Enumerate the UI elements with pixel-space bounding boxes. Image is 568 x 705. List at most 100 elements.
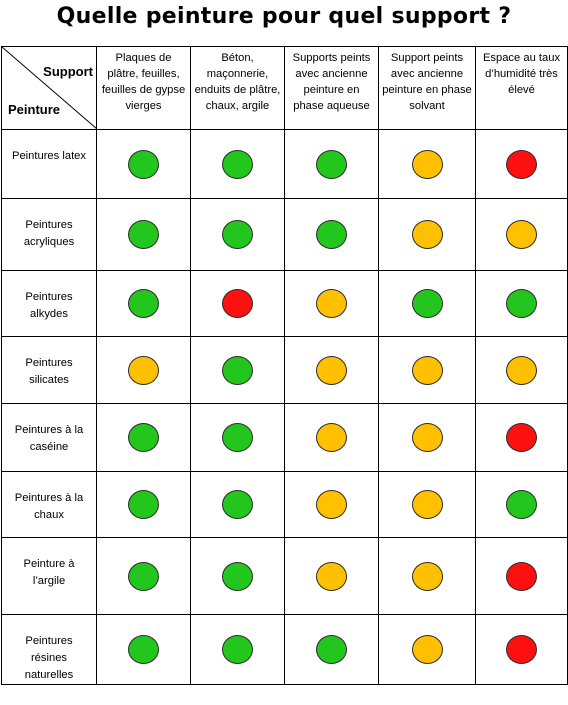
rating-green-dot-icon <box>506 289 537 318</box>
rating-green-dot-icon <box>316 220 347 249</box>
rating-cell <box>284 198 379 271</box>
rating-yellow-dot-icon <box>316 561 347 591</box>
diagonal-divider <box>2 47 96 129</box>
rating-green-dot-icon <box>222 561 253 591</box>
row-header: Peintures à la caséine <box>1 403 97 472</box>
compatibility-table: Support Peinture Plaques de plâtre, feui… <box>1 46 568 685</box>
rating-cell <box>475 537 568 615</box>
rating-cell <box>96 614 191 685</box>
row-label: Peintures latex <box>11 150 86 162</box>
rating-yellow-dot-icon <box>411 635 443 664</box>
rating-red-dot-icon <box>506 561 537 591</box>
column-header: Support peints avec ancienne peinture en… <box>378 46 476 130</box>
row-header: Peintures latex <box>1 129 97 199</box>
rating-cell <box>190 614 285 685</box>
rating-yellow-dot-icon <box>411 490 443 519</box>
rating-cell <box>190 537 285 615</box>
row-label: Peintures silicates <box>25 357 73 386</box>
rating-cell <box>378 336 476 404</box>
rating-green-dot-icon <box>128 220 159 249</box>
rating-cell <box>475 198 568 271</box>
row-label: Peintures alkydes <box>25 291 73 320</box>
rating-cell <box>190 403 285 472</box>
rating-cell <box>378 198 476 271</box>
rating-cell <box>475 129 568 199</box>
row-label: Peintures à la caséine <box>14 424 84 453</box>
rating-red-dot-icon <box>222 289 253 318</box>
rating-cell <box>190 471 285 538</box>
column-header: Supports peints avec ancienne peinture e… <box>284 46 379 130</box>
rating-cell <box>190 270 285 337</box>
rating-cell <box>284 537 379 615</box>
rating-green-dot-icon <box>128 635 159 664</box>
rating-yellow-dot-icon <box>506 220 537 249</box>
rating-cell <box>475 270 568 337</box>
rating-cell <box>378 471 476 538</box>
table-row: Peintures silicates <box>1 336 568 404</box>
column-header: Béton, maçonnerie, enduits de plâtre, ch… <box>190 46 285 130</box>
rating-cell <box>190 198 285 271</box>
rating-green-dot-icon <box>128 561 159 591</box>
rating-cell <box>378 614 476 685</box>
row-label: Peinture à l’argile <box>23 558 75 587</box>
rating-cell <box>96 336 191 404</box>
row-header: Peintures à la chaux <box>1 471 97 538</box>
rating-cell <box>284 614 379 685</box>
rating-green-dot-icon <box>222 355 253 385</box>
rating-green-dot-icon <box>222 635 253 664</box>
table-row: Peintures alkydes <box>1 270 568 337</box>
corner-support-label: Support <box>43 64 93 79</box>
rating-cell <box>284 336 379 404</box>
rating-yellow-dot-icon <box>411 561 443 591</box>
rating-yellow-dot-icon <box>316 355 347 385</box>
rating-yellow-dot-icon <box>316 490 347 519</box>
corner-cell: Support Peinture <box>1 46 97 130</box>
rating-cell <box>284 403 379 472</box>
rating-green-dot-icon <box>222 490 253 519</box>
rating-cell <box>96 198 191 271</box>
rating-green-dot-icon <box>222 423 253 452</box>
rating-red-dot-icon <box>506 423 537 452</box>
rating-cell <box>475 336 568 404</box>
row-header: Peintures alkydes <box>1 270 97 337</box>
rating-red-dot-icon <box>506 149 537 179</box>
rating-green-dot-icon <box>222 149 253 179</box>
table-row: Peintures à la chaux <box>1 471 568 538</box>
row-label: Peintures résines naturelles <box>24 635 74 681</box>
rating-cell <box>96 537 191 615</box>
rating-yellow-dot-icon <box>506 355 537 385</box>
table-row: Peintures résines naturelles <box>1 614 568 685</box>
rating-cell <box>475 403 568 472</box>
rating-green-dot-icon <box>128 149 159 179</box>
row-label: Peintures acryliques <box>23 219 75 248</box>
page-title: Quelle peinture pour quel support ? <box>56 4 512 29</box>
rating-green-dot-icon <box>222 220 253 249</box>
header-row: Support Peinture Plaques de plâtre, feui… <box>1 46 568 130</box>
rating-cell <box>96 129 191 199</box>
column-header: Espace au taux d’humidité très élevé <box>475 46 568 130</box>
rating-yellow-dot-icon <box>128 355 159 385</box>
row-header: Peintures acryliques <box>1 198 97 271</box>
rating-cell <box>378 403 476 472</box>
rating-yellow-dot-icon <box>316 423 347 452</box>
rating-cell <box>190 336 285 404</box>
rating-yellow-dot-icon <box>411 355 443 385</box>
rating-green-dot-icon <box>128 423 159 452</box>
rating-yellow-dot-icon <box>411 220 443 249</box>
rating-cell <box>378 270 476 337</box>
rating-green-dot-icon <box>128 289 159 318</box>
table-row: Peintures acryliques <box>1 198 568 271</box>
rating-green-dot-icon <box>506 490 537 519</box>
rating-yellow-dot-icon <box>411 423 443 452</box>
rating-cell <box>475 614 568 685</box>
rating-red-dot-icon <box>506 635 537 664</box>
rating-cell <box>284 129 379 199</box>
rating-green-dot-icon <box>316 149 347 179</box>
rating-cell <box>96 270 191 337</box>
table-row: Peinture à l’argile <box>1 537 568 615</box>
rating-cell <box>284 471 379 538</box>
column-header: Plaques de plâtre, feuilles, feuilles de… <box>96 46 191 130</box>
rating-green-dot-icon <box>411 289 443 318</box>
rating-cell <box>378 129 476 199</box>
rating-cell <box>378 537 476 615</box>
